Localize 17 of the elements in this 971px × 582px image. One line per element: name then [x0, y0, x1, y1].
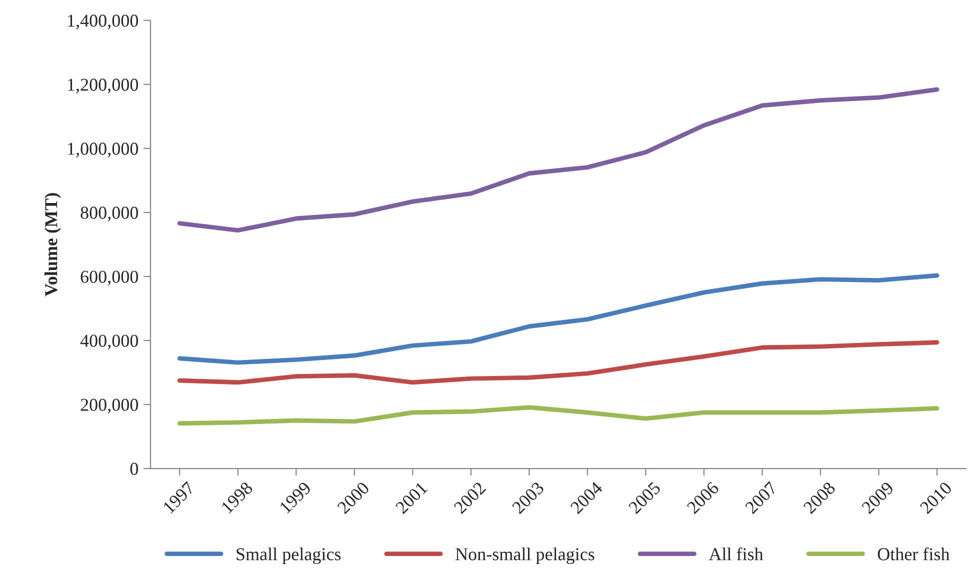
y-tick-label: 600,000 — [80, 270, 138, 286]
legend-label: Non-small pelagics — [456, 548, 594, 564]
line-series — [177, 87, 940, 233]
y-tick-label: 1,000,000 — [68, 142, 138, 158]
line-series — [177, 273, 940, 365]
line-series — [177, 405, 940, 426]
y-tick-label: 800,000 — [80, 206, 138, 222]
y-tick-label: 1,200,000 — [68, 78, 138, 94]
y-tick-label: 0 — [130, 462, 138, 475]
legend-label: Small pelagics — [236, 548, 341, 564]
legend-label: Other fish — [878, 547, 950, 560]
y-axis-title: Volume (MT) — [44, 193, 61, 296]
legend-label: All fish — [708, 547, 764, 560]
line-series — [177, 340, 940, 385]
y-tick-label: 400,000 — [80, 334, 138, 350]
y-tick-label: 200,000 — [80, 398, 138, 414]
y-tick-label: 1,400,000 — [68, 14, 138, 30]
